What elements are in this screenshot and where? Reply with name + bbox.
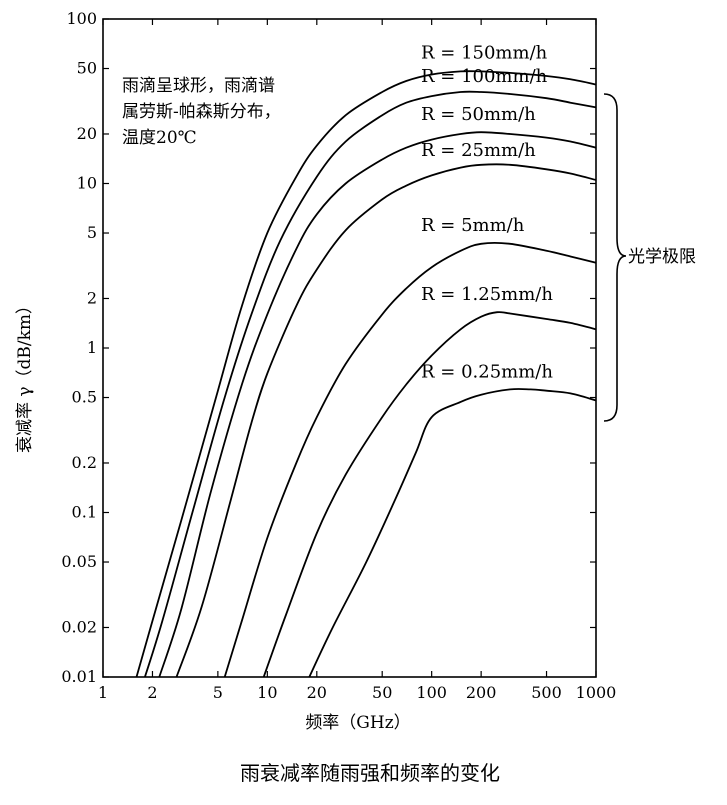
series-label: R = 1.25mm/h [421, 284, 553, 305]
series-label: R = 100mm/h [421, 66, 548, 87]
x-tick-label: 1 [98, 683, 108, 702]
series-label: R = 50mm/h [421, 104, 536, 125]
y-tick-label: 100 [66, 9, 97, 28]
optical-limit-label: 光学极限 [628, 247, 696, 267]
y-tick-label: 0.01 [61, 667, 97, 686]
series-label: R = 25mm/h [421, 140, 536, 161]
y-tick-label: 0.05 [61, 552, 97, 571]
series-line [135, 70, 597, 678]
optical-limit-bracket [603, 93, 627, 422]
series-label: R = 5mm/h [421, 215, 525, 236]
x-axis-title: 频率（GHz） [305, 713, 410, 733]
note-line-1: 雨滴呈球形，雨滴谱 [122, 76, 275, 96]
optical-limit-bracket-group: 光学极限 [603, 93, 696, 422]
x-tick-label: 2 [147, 683, 157, 702]
x-tick-label: 10 [257, 683, 277, 702]
series-line [223, 242, 597, 678]
x-tick-label: 200 [466, 683, 497, 702]
x-tick-label: 50 [372, 683, 392, 702]
series-line [158, 131, 597, 678]
series-line [262, 311, 597, 678]
y-tick-label: 0.1 [72, 503, 97, 522]
y-tick-label: 20 [77, 124, 97, 143]
chart-caption: 雨衰减率随雨强和频率的变化 [240, 761, 500, 785]
y-tick-label: 10 [77, 174, 97, 193]
series-labels-group: R = 150mm/h R = 100mm/h R = 50mm/h R = 25mm… [421, 42, 553, 382]
y-tick-label: 0.02 [61, 617, 97, 636]
x-tick-label: 5 [213, 683, 223, 702]
x-tick-label: 500 [531, 683, 562, 702]
y-tick-label: 2 [87, 288, 97, 307]
note-line-2: 属劳斯-帕森斯分布， [122, 102, 281, 122]
annotation-note: 雨滴呈球形，雨滴谱 属劳斯-帕森斯分布， 温度20℃ [122, 76, 281, 148]
series-label: R = 150mm/h [421, 42, 548, 63]
series-line [175, 163, 597, 678]
x-tick-label: 100 [416, 683, 447, 702]
y-tick-label: 0.5 [72, 388, 97, 407]
y-tick-label: 0.2 [72, 453, 97, 472]
y-axis-title: 衰减率 γ（dB/km） [15, 297, 35, 453]
ticks-group: 1 2 5 10 20 50 100 200 500 1000 0.01 0.02 0.05 0.1 0.2… [61, 9, 616, 702]
series-line [144, 90, 597, 678]
y-tick-label: 50 [77, 59, 97, 78]
y-tick-label: 1 [87, 338, 97, 357]
series-label: R = 0.25mm/h [421, 361, 553, 382]
series-group [135, 70, 597, 678]
x-tick-label: 20 [307, 683, 327, 702]
note-line-3: 温度20℃ [122, 128, 197, 148]
series-line [308, 388, 597, 678]
x-tick-label: 1000 [576, 683, 617, 702]
y-tick-label: 5 [87, 223, 97, 242]
